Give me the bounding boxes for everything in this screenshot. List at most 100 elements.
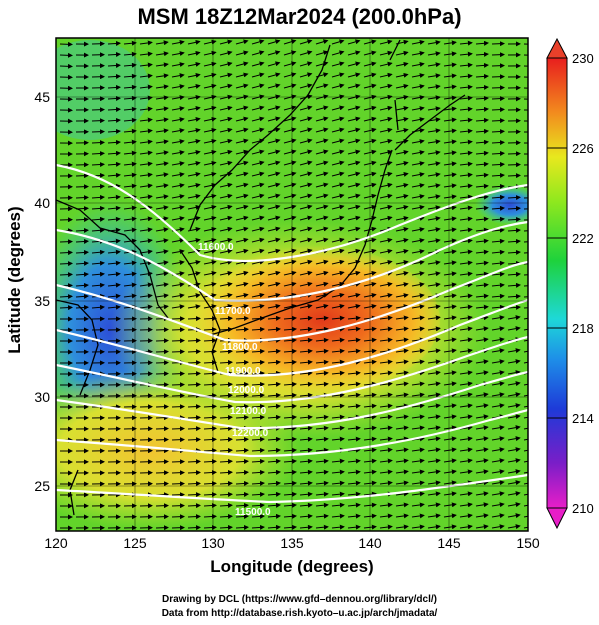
wind-vector [299, 39, 313, 45]
wind-vector [251, 469, 265, 475]
wind-vector [427, 73, 441, 79]
wind-vector [411, 326, 425, 332]
wind-vector [91, 118, 105, 124]
wind-vector [219, 381, 233, 387]
wind-vector [267, 348, 281, 354]
wind-vector [315, 303, 329, 309]
wind-vector [491, 304, 505, 310]
wind-vector [347, 513, 361, 519]
wind-vector [427, 392, 441, 398]
wind-vector [203, 160, 217, 166]
wind-vector [219, 50, 233, 56]
wind-vector [331, 50, 345, 56]
wind-vector [299, 215, 313, 221]
wind-vector [459, 293, 473, 299]
wind-vector [395, 293, 409, 298]
wind-vector [459, 491, 473, 497]
wind-vector [411, 183, 425, 188]
wind-vector [139, 117, 153, 123]
wind-vector [219, 237, 233, 243]
wind-vector [507, 447, 521, 453]
wind-vector [507, 173, 521, 179]
wind-vector [411, 172, 425, 177]
wind-vector [171, 150, 185, 156]
wind-vector [299, 469, 313, 475]
wind-vector [299, 414, 313, 420]
wind-vector [267, 237, 281, 243]
wind-vector [443, 502, 457, 508]
wind-vector [379, 381, 393, 387]
wind-vector [187, 316, 201, 322]
wind-vector [283, 348, 297, 354]
wind-vector [427, 260, 441, 266]
wind-vector [459, 304, 473, 310]
wind-vector [283, 292, 297, 298]
wind-vector [315, 315, 329, 321]
wind-vector [491, 282, 505, 288]
wind-vector [299, 149, 313, 155]
wind-vector [139, 304, 153, 310]
wind-vector [171, 371, 185, 377]
wind-vector [187, 415, 201, 421]
wind-vector [203, 448, 217, 454]
wind-vector [475, 293, 489, 299]
wind-vector [427, 106, 441, 112]
wind-vector [139, 161, 153, 167]
wind-vector [443, 194, 457, 200]
wind-vector [219, 215, 233, 221]
wind-vector [299, 436, 313, 442]
x-tick-label: 145 [437, 535, 461, 551]
wind-vector [395, 348, 409, 354]
wind-vector [379, 414, 393, 420]
wind-vector [331, 138, 345, 144]
wind-vector [347, 425, 361, 431]
wind-vector [395, 260, 409, 265]
wind-vector [315, 370, 329, 376]
wind-vector [491, 150, 505, 156]
wind-vector [379, 447, 393, 453]
colorbar-tick-label: 210 [572, 501, 594, 516]
wind-vector [491, 326, 505, 332]
wind-vector [171, 327, 185, 333]
wind-vector [411, 458, 425, 464]
wind-vector [203, 371, 217, 377]
wind-vector [411, 117, 425, 122]
wind-vector [251, 491, 265, 497]
wind-vector [427, 282, 441, 288]
wind-vector [267, 171, 281, 177]
wind-vector [219, 392, 233, 398]
wind-vector [219, 359, 233, 365]
wind-vector [315, 502, 329, 508]
wind-vector [299, 138, 313, 144]
wind-vector [235, 116, 249, 122]
wind-vector [155, 84, 169, 90]
wind-vector [235, 281, 249, 287]
wind-vector [267, 116, 281, 122]
wind-vector [395, 237, 409, 243]
wind-vector [443, 282, 457, 288]
wind-vector [443, 403, 457, 409]
wind-vector [187, 61, 201, 67]
wind-vector [475, 238, 489, 244]
wind-vector [347, 348, 361, 354]
wind-vector [411, 194, 425, 199]
wind-vector [283, 248, 297, 254]
wind-vector [347, 237, 361, 243]
wind-vector [187, 117, 201, 122]
wind-vector [107, 282, 121, 288]
wind-vector [283, 182, 297, 188]
wind-vector [475, 106, 489, 112]
wind-vector [491, 480, 505, 486]
wind-vector [411, 524, 425, 530]
wind-vector [427, 414, 441, 420]
wind-vector [187, 404, 201, 410]
wind-vector [443, 117, 457, 123]
wind-vector [507, 425, 521, 431]
wind-vector [507, 304, 521, 310]
wind-vector [427, 271, 441, 277]
wind-vector [315, 171, 329, 177]
wind-vector [267, 138, 281, 144]
wind-vector [427, 370, 441, 376]
wind-vector [475, 73, 489, 79]
wind-vector [315, 182, 329, 188]
